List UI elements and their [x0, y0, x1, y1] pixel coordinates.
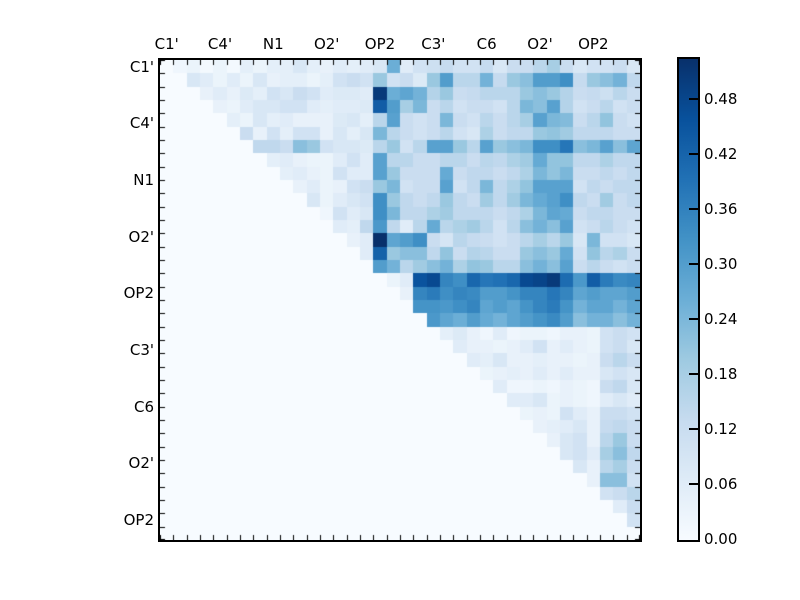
x-tick-label: C6 — [476, 35, 497, 53]
colorbar-tick — [689, 318, 698, 320]
x-tick-label: C1' — [154, 35, 179, 53]
colorbar-tick-label: 0.48 — [704, 89, 738, 108]
x-tick-label: O2' — [527, 35, 553, 53]
colorbar-tick-label: 0.24 — [704, 309, 738, 328]
colorbar-tick — [689, 483, 698, 485]
colorbar-gradient — [679, 59, 698, 540]
plot-frame — [158, 58, 642, 542]
heatmap-canvas — [160, 60, 640, 540]
y-tick-label: C4' — [129, 114, 154, 133]
colorbar — [677, 57, 700, 542]
colorbar-tick — [689, 373, 698, 375]
y-tick-label: OP2 — [123, 284, 154, 303]
y-tick-label: C3' — [129, 341, 154, 359]
colorbar-tick-label: 0.36 — [704, 199, 738, 218]
colorbar-tick-label: 0.12 — [704, 419, 738, 438]
colorbar-tick-label: 0.18 — [704, 364, 738, 383]
colorbar-tick-label: 0.42 — [704, 144, 738, 163]
y-tick-label: C1' — [129, 57, 154, 76]
x-tick-label: C3' — [421, 35, 446, 53]
x-tick-label: OP2 — [364, 35, 396, 53]
colorbar-tick — [689, 428, 698, 430]
x-tick-label: N1 — [262, 35, 284, 53]
colorbar-tick — [689, 208, 698, 210]
colorbar-tick-label: 0.30 — [704, 254, 738, 273]
x-tick-label: OP2 — [578, 35, 609, 53]
colorbar-tick-label: 0.06 — [704, 474, 738, 493]
y-tick-label: O2' — [128, 454, 154, 473]
colorbar-tick-label: 0.00 — [704, 529, 738, 548]
colorbar-tick — [689, 263, 698, 265]
y-tick-label: N1 — [133, 171, 154, 189]
x-tick-label: O2' — [313, 35, 340, 53]
colorbar-tick — [689, 153, 698, 155]
y-tick-label: C6 — [133, 397, 154, 416]
y-tick-label: O2' — [128, 227, 154, 246]
y-tick-label: OP2 — [123, 511, 154, 529]
x-tick-label: C4' — [207, 35, 233, 53]
colorbar-tick — [689, 98, 698, 100]
